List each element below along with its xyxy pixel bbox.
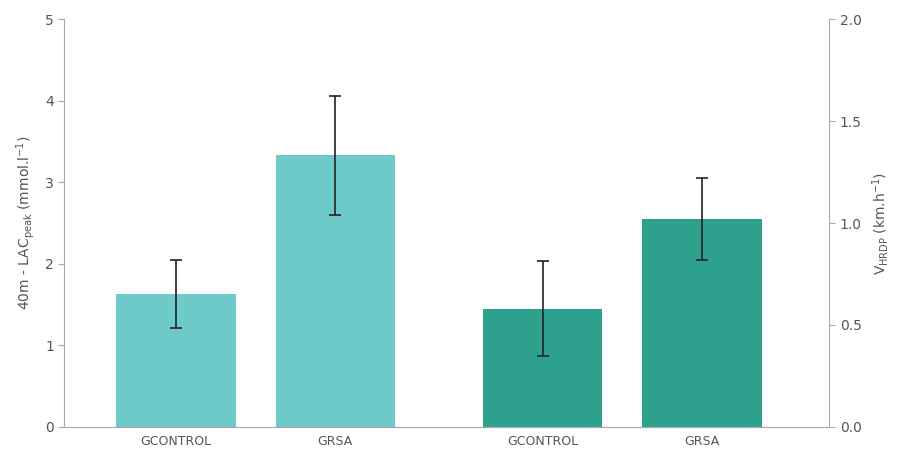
Bar [643, 219, 762, 427]
Y-axis label: 40m - LAC$_{\mathrm{peak}}$ (mmol.l$^{-1}$): 40m - LAC$_{\mathrm{peak}}$ (mmol.l$^{-1… [14, 136, 37, 310]
Bar [482, 309, 602, 427]
Y-axis label: V$_{\mathrm{HRDP}}$ (km.h$^{-1}$): V$_{\mathrm{HRDP}}$ (km.h$^{-1}$) [870, 171, 891, 274]
Bar [275, 155, 395, 427]
Bar [116, 294, 235, 427]
